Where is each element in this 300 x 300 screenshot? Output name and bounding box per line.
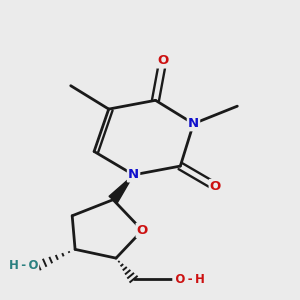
Text: N: N: [188, 117, 199, 130]
Text: O: O: [137, 224, 148, 237]
Text: N: N: [128, 168, 139, 181]
Text: O: O: [210, 180, 221, 193]
Text: O - H: O - H: [173, 273, 205, 286]
Polygon shape: [109, 175, 134, 203]
Text: H - O: H - O: [9, 259, 39, 272]
Text: O: O: [157, 54, 168, 68]
